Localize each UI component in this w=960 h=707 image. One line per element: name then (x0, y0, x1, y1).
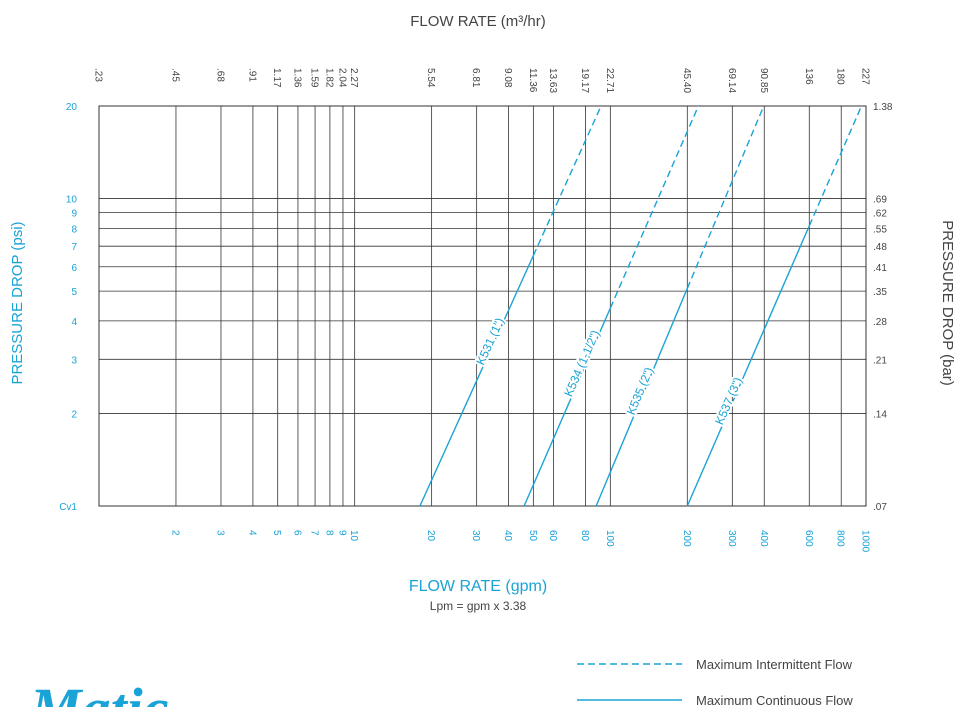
x-tick-label-bottom: 1000 (860, 530, 871, 553)
top-axis-title: FLOW RATE (m³/hr) (410, 13, 546, 30)
x-tick-label-top: 1.82 (323, 68, 334, 88)
x-tick-label-top: 19.17 (579, 68, 590, 93)
y-tick-label-right: 1.38 (873, 102, 893, 113)
x-tick-label-top: .23 (93, 68, 104, 82)
brand-logo: Matic (29, 676, 169, 707)
x-tick-label-top: 13.63 (547, 68, 558, 93)
x-tick-label-top: 1.17 (271, 68, 282, 88)
series-label: K535 (2") (624, 365, 656, 417)
x-tick-label-top: 136 (803, 68, 814, 85)
x-tick-label-top: 90.85 (758, 68, 769, 93)
x-tick-label-top: 1.59 (309, 68, 320, 88)
bottom-axis-title: FLOW RATE (gpm) (409, 578, 547, 595)
y-tick-label-right: .62 (873, 209, 887, 220)
x-tick-label-bottom: 50 (527, 530, 538, 542)
series-line-dashed (808, 105, 863, 227)
x-tick-label-top: 45.40 (681, 68, 692, 93)
left-axis-title: PRESSURE DROP (psi) (9, 221, 26, 384)
y-tick-label-left: 6 (71, 263, 77, 274)
x-tick-label-bottom: 10 (348, 530, 359, 542)
x-tick-label-bottom: 30 (470, 530, 481, 542)
y-tick-label-right: .55 (873, 224, 887, 235)
y-tick-label-left: Cv1 (59, 502, 77, 513)
x-tick-label-bottom: 80 (579, 530, 590, 542)
y-tick-label-left: 10 (66, 195, 78, 206)
x-tick-label-top: 22.71 (604, 68, 615, 93)
plot-frame (98, 105, 867, 507)
x-tick-label-bottom: 400 (758, 530, 769, 547)
x-tick-label-top: 9.08 (502, 68, 513, 88)
series-line-solid (419, 255, 535, 507)
y-tick-label-left: 3 (71, 355, 77, 366)
x-tick-label-bottom: 3 (214, 530, 225, 536)
series-line-dashed (609, 105, 700, 309)
x-tick-label-bottom: 40 (502, 530, 513, 542)
series-line-solid (523, 307, 611, 507)
y-tick-label-right: .41 (873, 263, 887, 274)
series-line-dashed (532, 105, 602, 256)
x-tick-label-bottom: 800 (835, 530, 846, 547)
y-tick-label-right: .69 (873, 195, 887, 206)
y-tick-label-left: 7 (71, 242, 77, 253)
y-tick-label-right: .07 (873, 502, 887, 513)
y-tick-label-left: 9 (71, 209, 77, 220)
x-tick-label-bottom: 100 (604, 530, 615, 547)
series-lines: K531 (1") K534 (1-1/2") K535 (2") K537 (3") (419, 105, 863, 507)
x-tick-label-bottom: 7 (309, 530, 320, 536)
series-line-solid (595, 288, 688, 507)
y-tick-label-left: 4 (71, 317, 77, 328)
x-tick-label-bottom: 20 (425, 530, 436, 542)
x-tick-label-top: .45 (169, 68, 180, 82)
series-line-solid (686, 225, 810, 507)
bottom-axis-note: Lpm = gpm x 3.38 (430, 599, 527, 613)
legend-dashed-label: Maximum Intermittent Flow (696, 657, 853, 672)
x-tick-label-top: 227 (860, 68, 871, 85)
legend: Maximum Intermittent Flow Maximum Contin… (577, 657, 853, 707)
x-tick-label-bottom: 5 (271, 530, 282, 536)
x-tick-label-top: 11.36 (527, 68, 538, 93)
x-tick-label-top: .68 (214, 68, 225, 82)
y-tick-label-right: .28 (873, 317, 887, 328)
x-tick-label-bottom: 60 (547, 530, 558, 542)
series-label: K534 (1-1/2") (561, 328, 602, 399)
series-label: K537 (3") (712, 375, 745, 427)
x-tick-label-top: 5.54 (425, 68, 436, 88)
x-tick-label-bottom: 6 (291, 530, 302, 536)
y-tick-label-left: 8 (71, 224, 77, 235)
x-tick-label-bottom: 4 (246, 530, 257, 536)
x-tick-label-bottom: 300 (726, 530, 737, 547)
y-tick-label-right: .48 (873, 242, 887, 253)
tick-labels: 2 3 4 5 6 7 8 9 10 20 30 40 50 60 80 100 200 300 400 600 800… (59, 68, 893, 553)
y-tick-label-left: 20 (66, 102, 78, 113)
x-tick-label-top: 1.36 (291, 68, 302, 88)
y-tick-label-left: 2 (71, 409, 77, 420)
x-tick-label-bottom: 9 (336, 530, 347, 536)
y-tick-label-left: 5 (71, 287, 77, 298)
legend-solid-label: Maximum Continuous Flow (696, 693, 853, 707)
grid (98, 105, 867, 507)
x-tick-label-top: .91 (246, 68, 257, 82)
x-tick-label-top: 2.27 (348, 68, 359, 88)
y-tick-label-right: .35 (873, 287, 887, 298)
right-axis-title: PRESSURE DROP (bar) (939, 220, 956, 386)
x-tick-label-bottom: 600 (803, 530, 814, 547)
x-tick-label-bottom: 8 (323, 530, 334, 536)
x-tick-label-top: 69.14 (726, 68, 737, 93)
x-tick-label-bottom: 200 (681, 530, 692, 547)
x-tick-label-top: 6.81 (470, 68, 481, 88)
y-tick-label-right: .14 (873, 409, 887, 420)
y-tick-label-right: .21 (873, 355, 887, 366)
x-tick-label-bottom: 2 (169, 530, 180, 536)
x-tick-label-top: 180 (835, 68, 846, 85)
x-tick-label-top: 2.04 (336, 68, 347, 88)
series-line-dashed (686, 105, 765, 289)
